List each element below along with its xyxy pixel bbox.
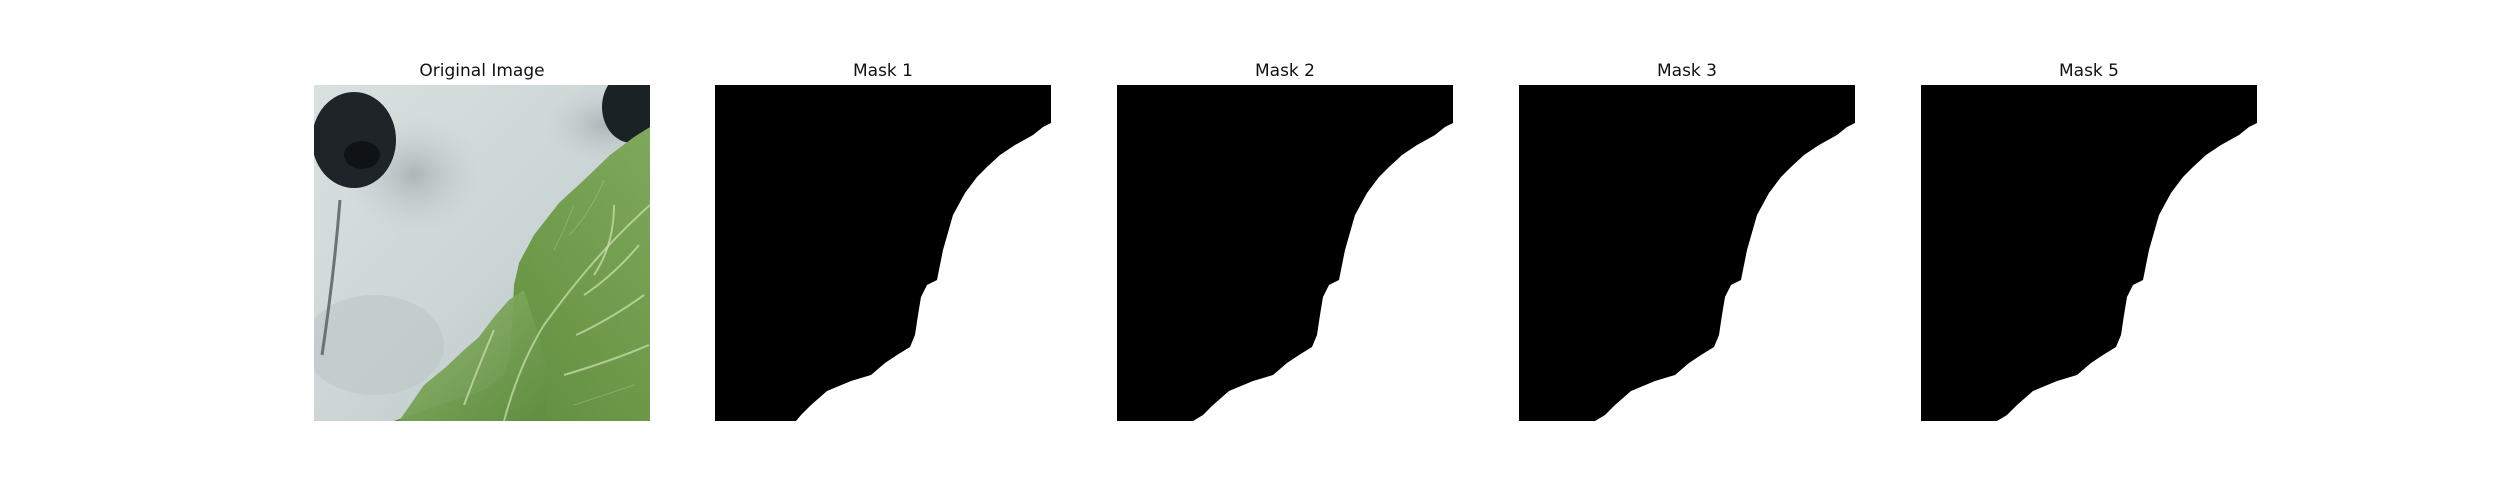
original-image-panel: Original Image bbox=[314, 0, 654, 500]
mask-canvas bbox=[1519, 85, 1855, 421]
photo-canvas bbox=[314, 85, 650, 421]
panel-title-mask-1: Mask 1 bbox=[852, 61, 913, 81]
mask-canvas bbox=[1921, 85, 2257, 421]
mask-1-panel: Mask 1 bbox=[715, 0, 1055, 500]
original-photo bbox=[314, 85, 650, 421]
shadow-blob bbox=[314, 295, 444, 395]
mask-5-panel: Mask 5 bbox=[1921, 0, 2261, 500]
mask-image bbox=[715, 85, 1051, 421]
mask-3-panel: Mask 3 bbox=[1519, 0, 1859, 500]
leaf bbox=[394, 127, 650, 421]
mask-foreground bbox=[796, 123, 1051, 421]
mask-image bbox=[1921, 85, 2257, 421]
dark-cap-inner bbox=[344, 141, 380, 169]
panel-title-mask-5: Mask 5 bbox=[2058, 61, 2119, 81]
mask-foreground bbox=[1193, 123, 1453, 421]
mask-foreground bbox=[1997, 123, 2257, 421]
dark-cap bbox=[314, 92, 396, 188]
cable bbox=[320, 199, 342, 356]
panel-title-original-image: Original Image bbox=[419, 61, 545, 81]
leaf-lower bbox=[399, 290, 549, 421]
mask-canvas bbox=[715, 85, 1051, 421]
mask-image bbox=[1519, 85, 1855, 421]
leaf-veins bbox=[463, 204, 650, 421]
mask-foreground bbox=[1595, 123, 1855, 421]
leaf-minor-veins bbox=[553, 179, 635, 406]
mask-canvas bbox=[1117, 85, 1453, 421]
panel-title-mask-2: Mask 2 bbox=[1254, 61, 1315, 81]
dark-cap bbox=[602, 85, 650, 143]
mask-2-panel: Mask 2 bbox=[1117, 0, 1457, 500]
mask-image bbox=[1117, 85, 1453, 421]
panel-title-mask-3: Mask 3 bbox=[1656, 61, 1717, 81]
